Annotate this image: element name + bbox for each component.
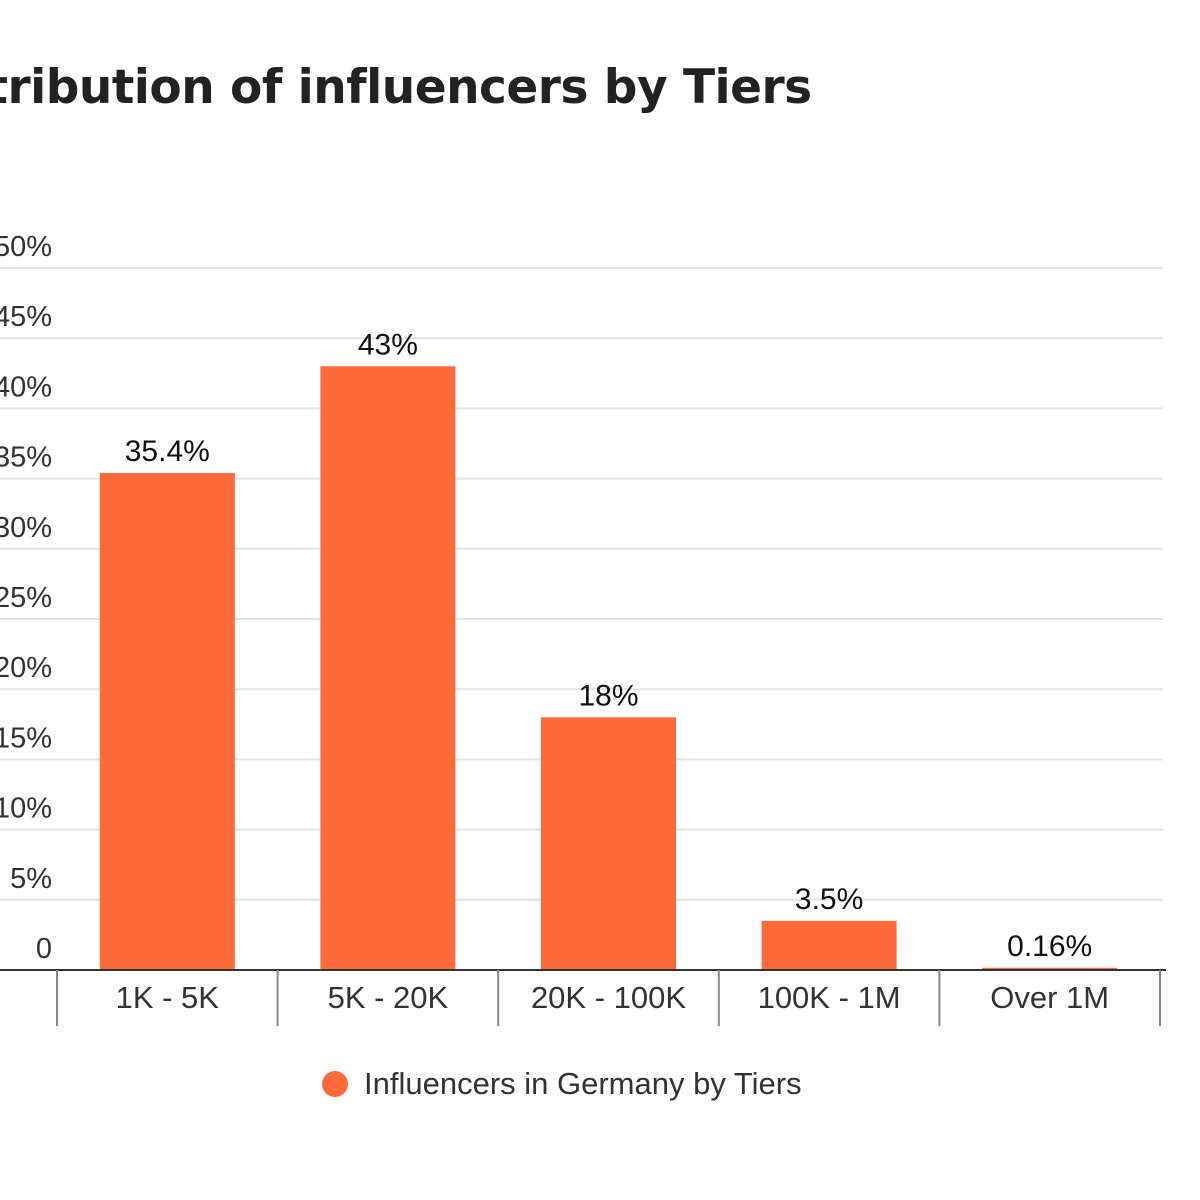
y-tick-label: 0: [36, 933, 52, 965]
bars: [99, 366, 1118, 970]
bar: [99, 472, 235, 970]
y-tick-label: 10%: [0, 793, 52, 825]
x-category-label: 100K - 1M: [758, 980, 901, 1015]
y-tick-label: 20%: [0, 652, 52, 684]
y-tick-label: 45%: [0, 301, 52, 333]
labels: 0 5% 10% 15% 20% 25% 30% 35% 40% 45% 50% 35.4% 1K - …: [0, 231, 1109, 1015]
data-label: 43%: [358, 328, 418, 361]
legend-swatch: [322, 1071, 348, 1097]
y-tick-label: 15%: [0, 722, 52, 754]
y-tick-label: 5%: [10, 863, 52, 895]
y-tick-label: 25%: [0, 582, 52, 614]
legend-label: Influencers in Germany by Tiers: [364, 1066, 802, 1101]
y-tick-label: 40%: [0, 371, 52, 403]
x-category-label: 20K - 100K: [531, 980, 686, 1015]
x-category-label: Over 1M: [990, 980, 1109, 1015]
y-tick-label: 30%: [0, 512, 52, 544]
chart-title: stribution of influencers by Tiers: [0, 60, 812, 115]
y-tick-label: 35%: [0, 442, 52, 474]
x-category-label: 5K - 20K: [328, 980, 449, 1015]
y-tick-label: 50%: [0, 231, 52, 263]
bar: [541, 717, 676, 970]
x-category-label: 1K - 5K: [116, 980, 220, 1015]
bar: [320, 366, 456, 970]
data-label: 3.5%: [795, 883, 863, 916]
bar: [982, 967, 1118, 970]
bar: [761, 920, 897, 970]
data-label: 35.4%: [125, 435, 210, 468]
data-label: 0.16%: [1007, 930, 1092, 963]
legend: Influencers in Germany by Tiers: [322, 1066, 802, 1102]
data-label: 18%: [578, 679, 638, 712]
axes: [0, 969, 1166, 1026]
